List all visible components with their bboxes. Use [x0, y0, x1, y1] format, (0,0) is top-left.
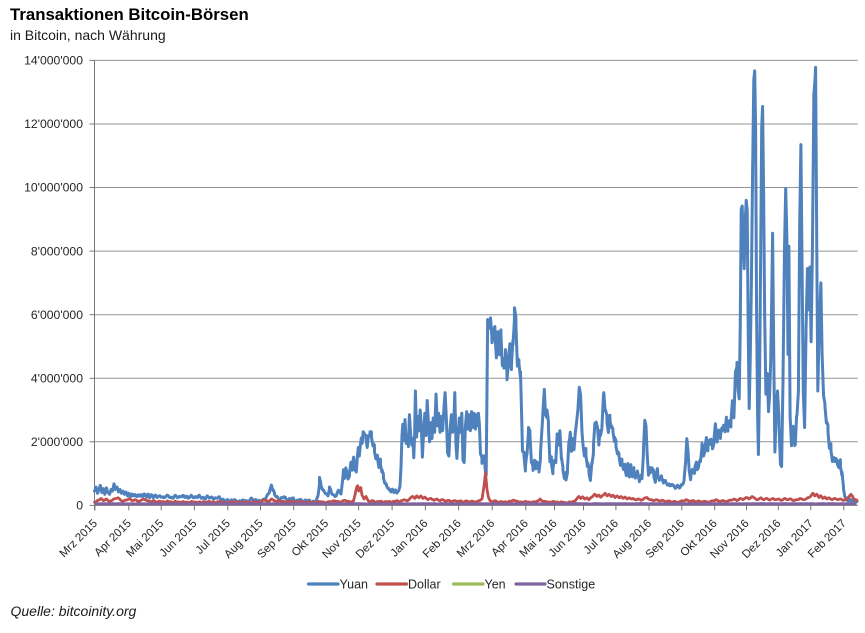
svg-text:12'000'000: 12'000'000 — [24, 117, 83, 131]
svg-text:14'000'000: 14'000'000 — [24, 54, 83, 68]
svg-text:10'000'000: 10'000'000 — [24, 181, 83, 195]
svg-text:Mrz 2015: Mrz 2015 — [58, 518, 100, 560]
svg-text:Sonstige: Sonstige — [547, 578, 596, 592]
svg-text:Dollar: Dollar — [408, 578, 441, 592]
svg-text:Yen: Yen — [485, 578, 506, 592]
svg-text:6'000'000: 6'000'000 — [31, 308, 83, 322]
svg-text:4'000'000: 4'000'000 — [31, 372, 83, 386]
svg-text:0: 0 — [76, 499, 83, 513]
svg-text:Yuan: Yuan — [340, 578, 369, 592]
svg-text:2'000'000: 2'000'000 — [31, 435, 83, 449]
svg-text:8'000'000: 8'000'000 — [31, 244, 83, 258]
